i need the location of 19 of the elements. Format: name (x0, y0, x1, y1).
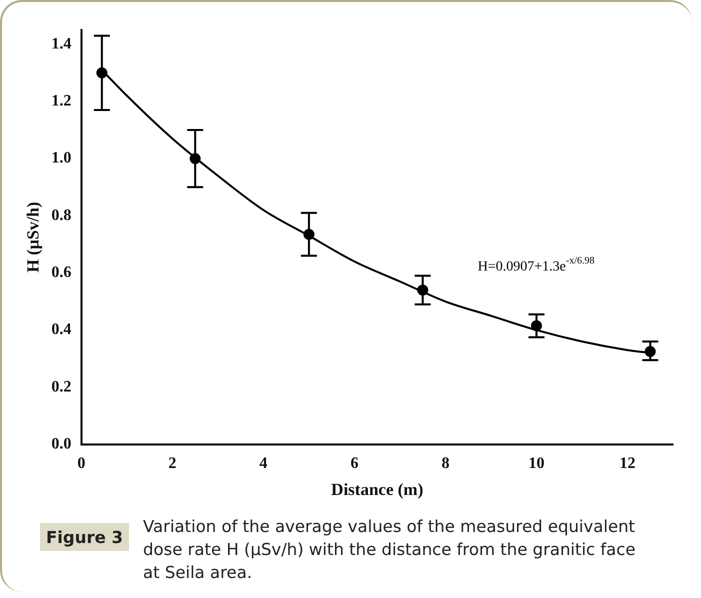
x-tick-label: 10 (528, 455, 544, 472)
caption: Figure 3 (40, 523, 130, 551)
y-tick-label: 0.4 (51, 321, 72, 338)
x-tick-label: 8 (441, 455, 450, 472)
y-tick-label: 0.2 (51, 378, 72, 396)
x-tick-label: 4 (259, 455, 268, 472)
x-tick-label: 0 (77, 455, 86, 472)
x-axis-title: Distance (m) (331, 480, 424, 500)
y-tick-label: 1.2 (51, 92, 72, 110)
y-tick-label: 0.0 (51, 436, 72, 453)
y-tick-label: 1.0 (51, 150, 72, 167)
y-tick-label: 1.4 (51, 35, 72, 52)
y-tick-label: 0.6 (51, 264, 72, 282)
text: Variation of the average values of the measured equivalent dose rate H (µSv/h) with the distance from the granitic face at Seila area. (143, 516, 637, 584)
x-tick-label: 2 (168, 455, 176, 472)
x-tick-label: 6 (350, 455, 358, 472)
y-tick-label: 0.8 (51, 206, 72, 224)
x-tick-label: 12 (619, 455, 636, 472)
y-axis-title: H (µSv/h) (24, 202, 43, 273)
